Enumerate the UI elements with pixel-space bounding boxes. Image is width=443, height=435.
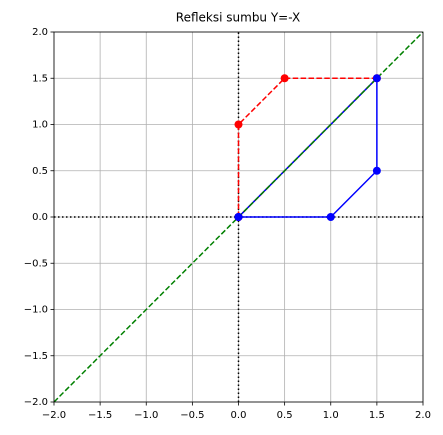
- y-tick-label: 1.5: [32, 73, 48, 84]
- y-tick-label: −0.5: [24, 258, 48, 269]
- axes-frame: [53, 31, 424, 403]
- y-tick-label: 1.0: [32, 120, 48, 131]
- marker: [372, 166, 381, 175]
- x-tick-label: 1.0: [323, 410, 339, 421]
- x-tick-label: 1.5: [369, 410, 385, 421]
- marker: [280, 74, 289, 83]
- x-tick-label: −2.0: [42, 410, 66, 421]
- y-tick-label: 2.0: [32, 27, 48, 38]
- x-tick-label: 0.5: [277, 410, 293, 421]
- chart-title: Refleksi sumbu Y=-X: [176, 11, 300, 25]
- x-tick-label: 0.0: [231, 410, 247, 421]
- marker: [234, 120, 243, 129]
- x-tick-label: −1.5: [88, 410, 112, 421]
- marker: [372, 74, 381, 83]
- y-tick-label: 0.5: [32, 166, 48, 177]
- marker: [234, 213, 243, 221]
- x-tick-label: −1.0: [134, 410, 158, 421]
- y-tick-label: −1.0: [24, 305, 48, 316]
- y-tick-label: −1.5: [24, 351, 48, 362]
- x-tick-label: −0.5: [180, 410, 204, 421]
- marker: [326, 213, 335, 221]
- x-tick-label: 2.0: [415, 410, 431, 421]
- y-tick-label: −2.0: [24, 397, 48, 408]
- y-tick-label: 0.0: [32, 212, 48, 223]
